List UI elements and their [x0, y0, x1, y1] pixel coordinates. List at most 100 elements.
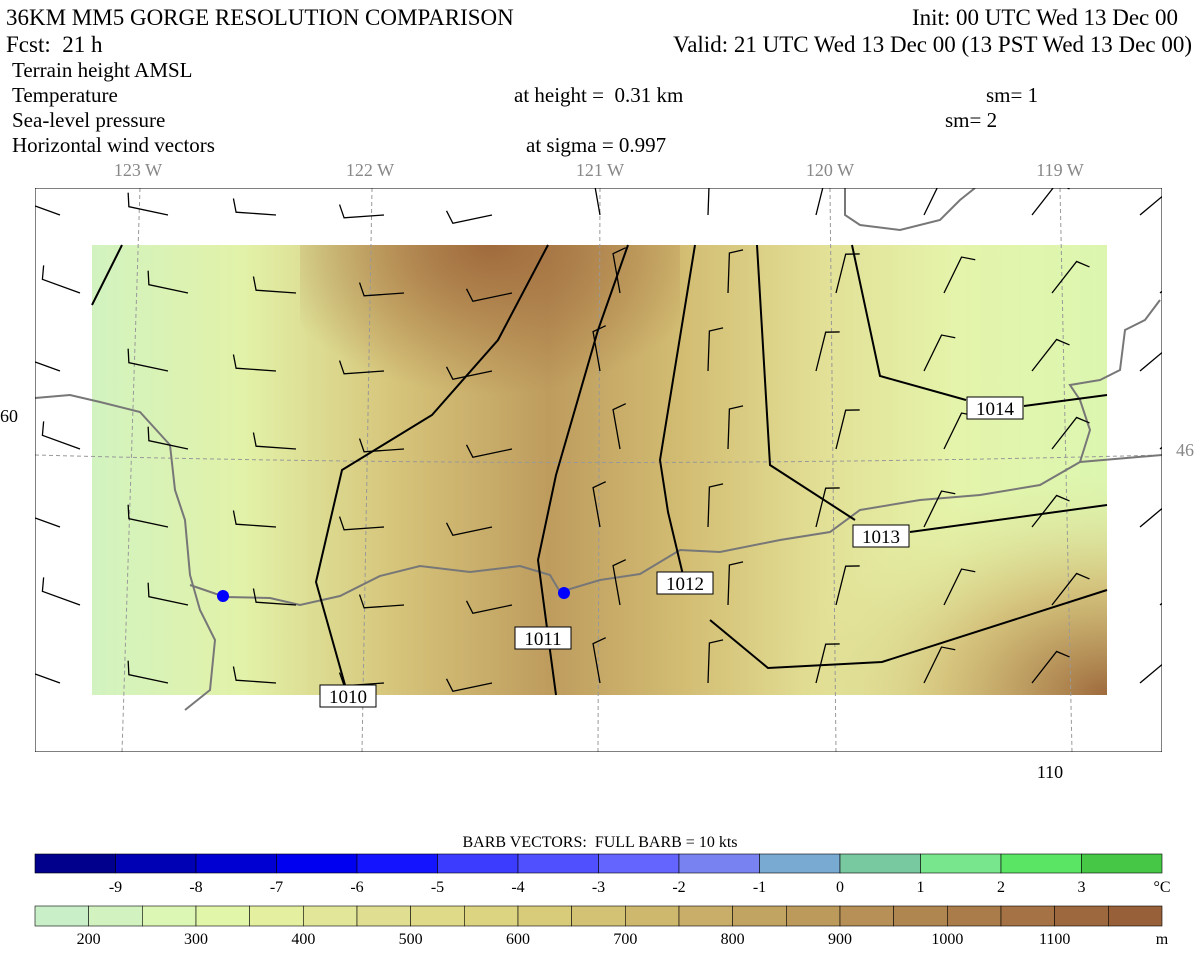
field-name: Horizontal wind vectors [12, 133, 215, 157]
longitude-label: 123 W [114, 160, 162, 180]
wind-barb [943, 568, 976, 606]
wind-barb [35, 673, 61, 684]
wind-barb [252, 432, 297, 450]
wind-barb [1051, 260, 1090, 294]
wind-barb [465, 288, 513, 303]
wind-barb [1031, 650, 1070, 684]
colorbar-label: -3 [592, 879, 605, 896]
isobar-labels: 1010 1011 1012 1013 1014 [319, 396, 1024, 708]
coastlines-rivers [35, 188, 1162, 711]
wind-barb [1139, 663, 1162, 684]
wind-barb [1051, 416, 1090, 450]
wind-barb [815, 643, 840, 684]
wind-barb [835, 565, 860, 606]
colorbar-swatch [678, 853, 760, 874]
wind-barb [232, 198, 277, 216]
isobar-label-box [852, 524, 910, 548]
colorbar-label: -6 [350, 879, 363, 896]
wind-barb [147, 582, 189, 606]
wind-barb [41, 265, 81, 294]
wind-barb [612, 559, 627, 606]
field-level: at height = 0.31 km [514, 83, 683, 107]
title: 36KM MM5 GORGE RESOLUTION COMPARISON [6, 5, 514, 30]
colorbar-swatch [464, 905, 519, 927]
map-area: 1010 1011 1012 1013 1014 [35, 188, 1162, 752]
wind-barb [338, 204, 385, 219]
station-marker [217, 590, 229, 602]
isobar-label: 1012 [666, 574, 704, 595]
init-time: Init: 00 UTC Wed 13 Dec 00 [912, 5, 1178, 30]
wind-barb [707, 188, 710, 216]
colorbar-label: 3 [1078, 879, 1086, 896]
terrain-colorbar: 200 300 400 500 600 700 800 900 1000 1100 m [34, 905, 1169, 948]
colorbar-swatch [1000, 853, 1082, 874]
wind-barb [592, 481, 607, 528]
wind-barb [1031, 494, 1070, 528]
colorbar-label: 500 [399, 931, 423, 948]
wind-barb [815, 331, 840, 372]
terrain-high [700, 420, 1107, 695]
wind-barb [943, 256, 976, 294]
isobar-label-box [656, 571, 714, 595]
isobar-label: 1013 [862, 527, 900, 548]
isobar-label: 1011 [524, 629, 561, 650]
field-smoothing: sm= 1 [986, 83, 1038, 107]
longitude-label: 120 W [806, 160, 854, 180]
wind-barb [147, 270, 189, 294]
wind-barb [1031, 188, 1070, 216]
isobar-label-box [319, 684, 377, 708]
colorbar-swatch [786, 905, 841, 927]
wind-barb [707, 639, 724, 684]
colorbar-swatch [759, 853, 841, 874]
wind-barb [1031, 338, 1070, 372]
wind-barb [338, 516, 385, 531]
colorbar-swatch [1108, 905, 1163, 927]
colorbar-swatch [1000, 905, 1055, 927]
colorbar-label: 1000 [931, 931, 963, 948]
colorbar-swatch [303, 905, 358, 927]
barb-note: BARB VECTORS: FULL BARB = 10 kts [462, 834, 737, 851]
wind-barb [232, 354, 277, 372]
wind-barb [127, 660, 169, 684]
colorbar-swatch [88, 905, 143, 927]
graticule [35, 188, 1162, 752]
colorbar-label: 300 [184, 931, 208, 948]
colorbar-label: 1 [917, 879, 925, 896]
colorbar-swatch [625, 905, 680, 927]
wind-barb [232, 666, 277, 684]
colorbar-label: 2 [997, 879, 1005, 896]
colorbar-swatch [732, 905, 787, 927]
colorbar-swatch [276, 853, 358, 874]
wind-barb [1159, 602, 1162, 606]
wind-barb [252, 588, 297, 606]
colorbar-label: -2 [672, 879, 685, 896]
colorbar-label: -9 [109, 879, 122, 896]
grid-label: 110 [1037, 762, 1063, 782]
wind-barb [1051, 572, 1090, 606]
colorbar-swatch [34, 853, 116, 874]
wind-barb [707, 327, 724, 372]
colorbar-swatch [249, 905, 304, 927]
wind-barb [445, 678, 493, 693]
colorbar-swatch [1054, 905, 1109, 927]
wind-barb [923, 334, 956, 372]
colorbar-swatch [142, 905, 197, 927]
colorbar-label: 700 [613, 931, 637, 948]
wind-barb [923, 646, 956, 684]
colorbar-swatch [356, 853, 438, 874]
colorbar-label: 800 [721, 931, 745, 948]
valid-time: Valid: 21 UTC Wed 13 Dec 00 (13 PST Wed … [673, 32, 1192, 57]
wind-barb [41, 577, 81, 606]
wind-barb [612, 247, 627, 294]
colorbar-swatch [678, 905, 733, 927]
colorbar-swatch [115, 853, 197, 874]
field-name: Sea-level pressure [12, 108, 165, 132]
grid-label: 46 [1176, 440, 1194, 460]
colorbar-label: 200 [77, 931, 101, 948]
colorbar-label: 0 [836, 879, 844, 896]
colorbar-label: 1100 [1039, 931, 1070, 948]
colorbar-swatch [517, 853, 599, 874]
wind-barb [815, 487, 840, 528]
wind-barb [727, 561, 744, 606]
